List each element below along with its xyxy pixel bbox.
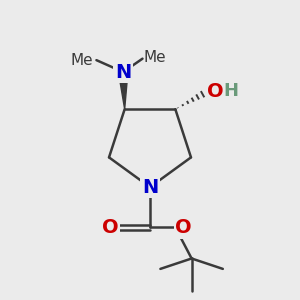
Text: O: O	[175, 218, 192, 237]
Polygon shape	[118, 72, 128, 109]
Text: N: N	[115, 62, 131, 82]
Text: H: H	[224, 82, 238, 100]
Text: Me: Me	[71, 52, 94, 68]
Text: N: N	[142, 178, 158, 197]
Text: Me: Me	[144, 50, 167, 65]
Text: O: O	[206, 82, 223, 101]
Text: O: O	[102, 218, 118, 237]
